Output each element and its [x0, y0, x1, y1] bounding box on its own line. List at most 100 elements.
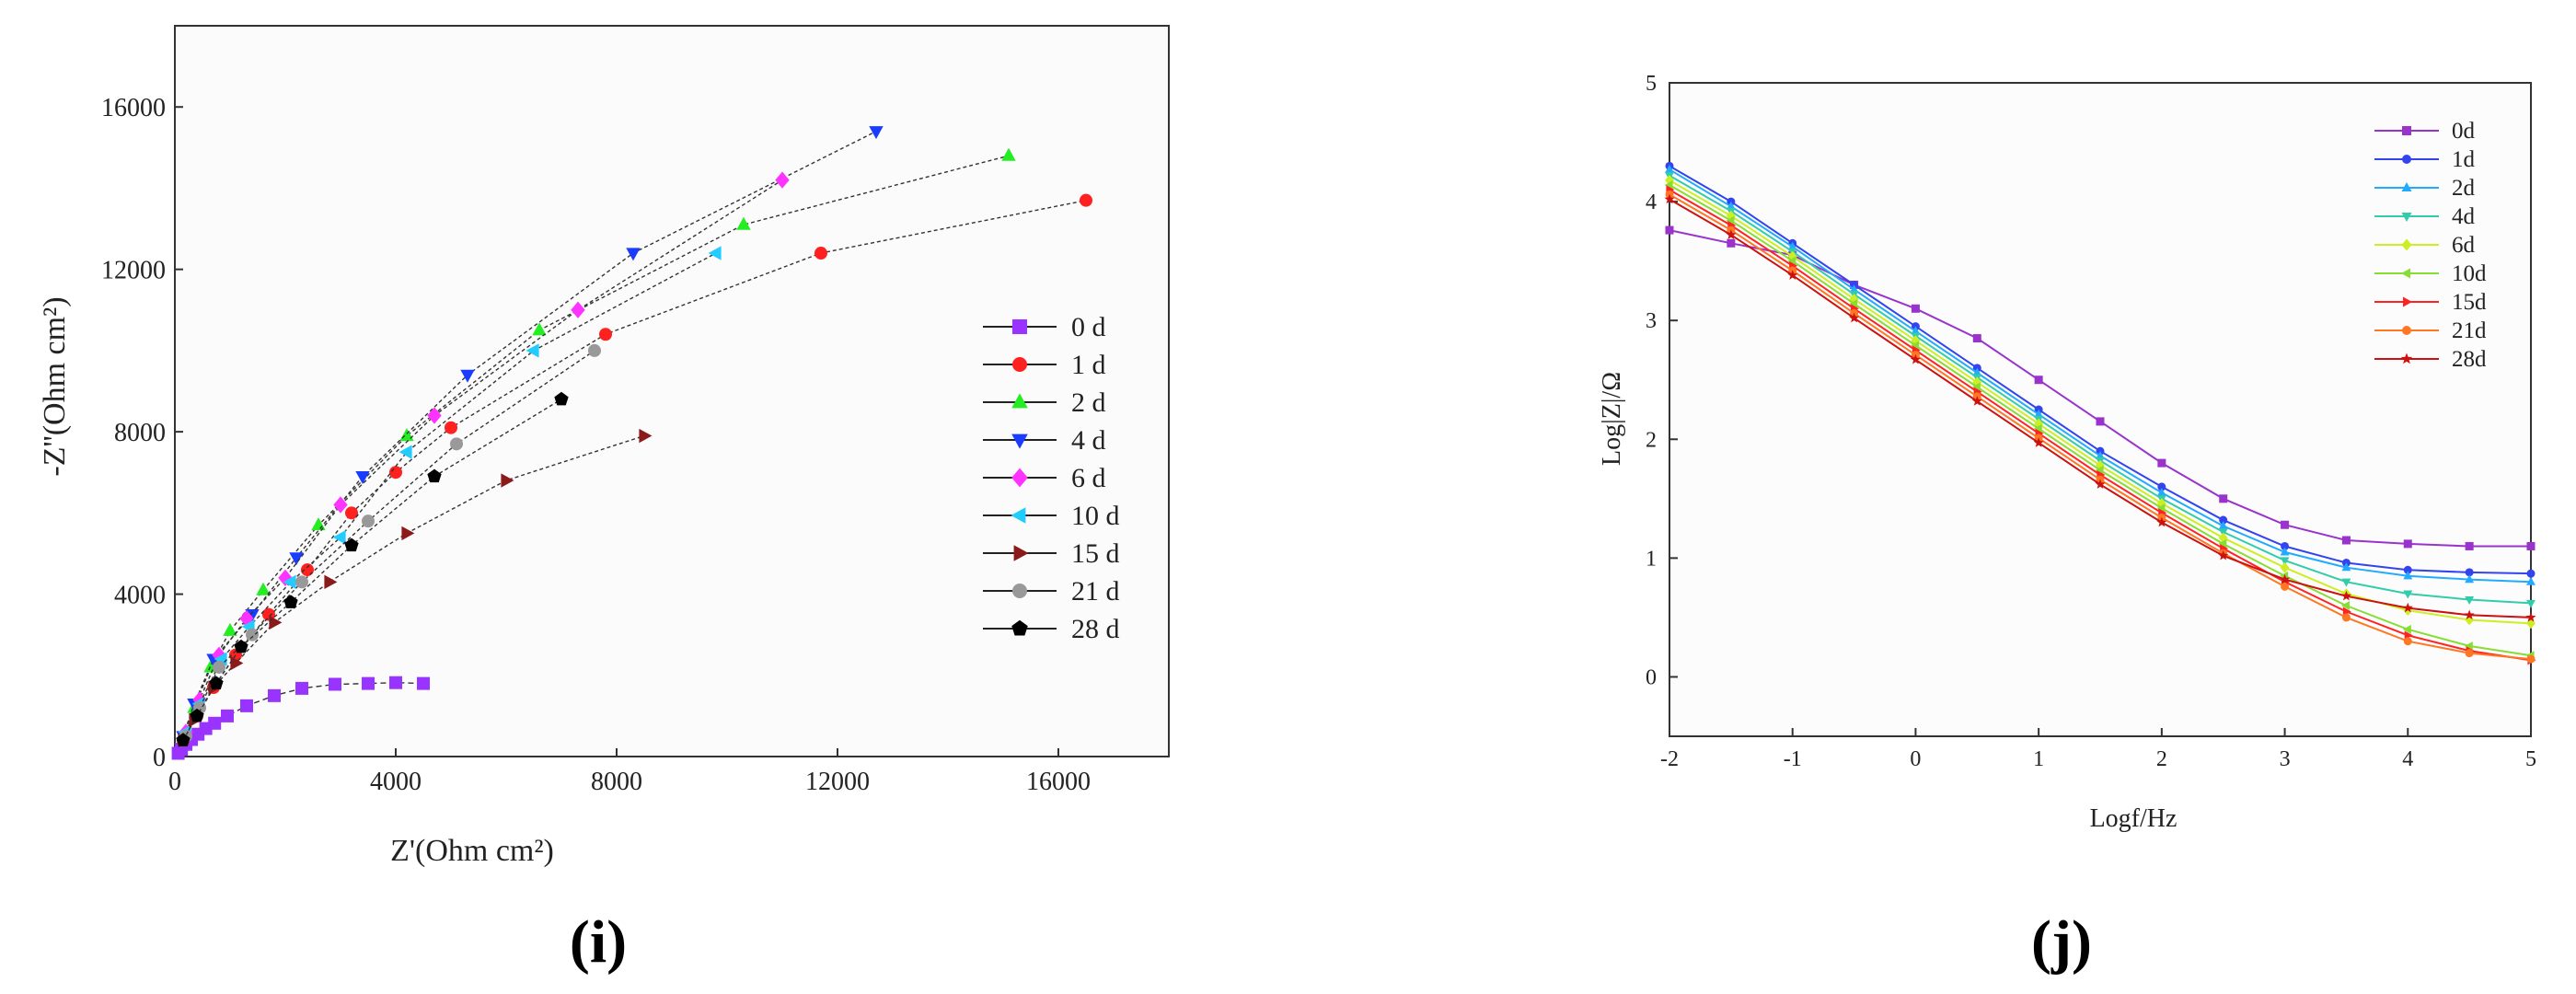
- nyquist-data-point: [599, 328, 612, 341]
- bode-data-point: [2341, 562, 2351, 572]
- bode-data-point: [2341, 601, 2351, 610]
- nyquist-data-point: [501, 473, 514, 488]
- legend-label: 1d: [2452, 147, 2476, 172]
- nyquist-data-point: [1001, 147, 1016, 161]
- bode-data-point: [2095, 479, 2106, 490]
- legend-label: 4d: [2452, 204, 2476, 229]
- bode-data-point: [1849, 299, 1858, 309]
- y-tick-label: 2: [1646, 428, 1657, 452]
- legend-marker: [1011, 619, 1028, 636]
- bode-data-point: [1849, 312, 1860, 323]
- y-tick-label: 3: [1646, 309, 1657, 333]
- bode-data-point: [2465, 595, 2475, 605]
- legend-marker: [1011, 393, 1028, 409]
- bode-data-point: [2280, 561, 2290, 573]
- bode-data-point: [2526, 569, 2536, 578]
- y-tick-label: 16000: [101, 94, 166, 122]
- y-tick-label: 5: [1646, 72, 1657, 96]
- bode-data-point: [2218, 532, 2228, 544]
- bode-data-point: [2156, 516, 2167, 527]
- bode-data-point: [2403, 590, 2413, 599]
- bode-data-point: [2218, 538, 2227, 549]
- nyquist-data-point: [708, 246, 722, 260]
- nyquist-data-point: [269, 615, 283, 630]
- bode-data-point: [2219, 515, 2228, 525]
- nyquist-data-point: [295, 681, 308, 695]
- nyquist-data-point: [230, 655, 244, 671]
- nyquist-data-point: [389, 466, 402, 480]
- bode-data-point: [2526, 576, 2536, 585]
- legend-label: 21 d: [1071, 576, 1120, 607]
- legend-label: 0d: [2452, 119, 2476, 144]
- nyquist-data-point: [775, 171, 790, 189]
- bode-data-point: [2096, 459, 2105, 471]
- x-tick-label: 0: [168, 768, 181, 796]
- legend-marker: [2402, 126, 2411, 135]
- legend-marker: [2402, 155, 2411, 164]
- nyquist-data-point: [221, 709, 234, 722]
- bode-data-point: [2341, 536, 2351, 545]
- nyquist-data-point: [571, 301, 585, 318]
- nyquist-data-point: [190, 708, 204, 722]
- nyquist-data-point: [345, 506, 358, 520]
- nyquist-data-point: [736, 216, 751, 230]
- nyquist-data-point: [234, 639, 248, 653]
- x-tick-label: 1: [2033, 747, 2044, 771]
- bode-data-point: [2464, 609, 2475, 620]
- bode-data-point: [1849, 284, 1859, 294]
- bode-data-point: [1911, 341, 1920, 351]
- nyquist-plot-frame: [174, 25, 1170, 757]
- x-tick-label: 8000: [591, 768, 642, 796]
- bode-data-point: [2465, 574, 2475, 584]
- x-tick-label: 16000: [1026, 768, 1091, 796]
- bode-data-point: [2341, 578, 2351, 587]
- bode-data-point: [2341, 613, 2351, 622]
- bode-data-point: [1665, 225, 1674, 235]
- legend-label: 15 d: [1071, 538, 1120, 569]
- y-tick-label: 1: [1646, 547, 1657, 571]
- bode-data-point: [2281, 541, 2290, 550]
- legend-marker: [1012, 357, 1027, 372]
- legend-label: 10 d: [1071, 501, 1120, 531]
- bode-data-point: [1972, 334, 1981, 343]
- nyquist-data-point: [417, 676, 430, 690]
- bode-chart: -2 -1 0 1 2 3 4 5 0 1 2 3 4 5 0d 1d 2d 4d 6d 10d 15d 21d 28d: [1646, 72, 2536, 771]
- nyquist-data-point: [246, 628, 259, 641]
- bode-data-point: [2157, 482, 2166, 491]
- nyquist-data-point: [445, 421, 457, 434]
- legend-marker: [1011, 468, 1028, 488]
- x-tick-label: 4000: [370, 768, 422, 796]
- legend-marker: [2401, 238, 2412, 251]
- bode-data-point: [2281, 520, 2290, 529]
- bode-data-point: [1971, 382, 1981, 392]
- legend-label: 6 d: [1071, 463, 1106, 493]
- bode-data-point: [2525, 612, 2536, 622]
- nyquist-data-point: [427, 468, 442, 483]
- x-tick-label: 2: [2156, 747, 2167, 771]
- bode-data-point: [1787, 270, 1798, 280]
- nyquist-data-point: [399, 445, 412, 459]
- bode-data-point: [1972, 367, 1982, 376]
- bode-data-point: [2465, 541, 2474, 550]
- bode-data-point: [1726, 201, 1736, 210]
- legend-marker: [2401, 213, 2412, 222]
- bode-data-point: [2280, 573, 2291, 584]
- nyquist-data-point: [554, 391, 569, 406]
- bode-data-point: [2403, 539, 2412, 549]
- nyquist-data-point: [209, 676, 224, 690]
- nyquist-data-point: [301, 563, 314, 577]
- nyquist-data-point: [355, 471, 370, 485]
- y-tick-label: 4: [1646, 191, 1657, 214]
- nyquist-data-point: [626, 248, 641, 261]
- nyquist-data-point: [208, 716, 222, 730]
- legend-marker: [1013, 545, 1029, 561]
- panel-label-j: (j): [2031, 908, 2092, 976]
- nyquist-data-point: [324, 574, 338, 590]
- legend-label: 1 d: [1071, 350, 1106, 380]
- legend-label: 2 d: [1071, 387, 1106, 418]
- nyquist-chart: 0 4000 8000 12000 16000 0 4000 8000 12000 16000 0 …: [101, 25, 1170, 796]
- bode-data-point: [1726, 215, 1735, 225]
- bode-data-point: [2034, 409, 2044, 418]
- nyquist-data-point: [289, 552, 304, 566]
